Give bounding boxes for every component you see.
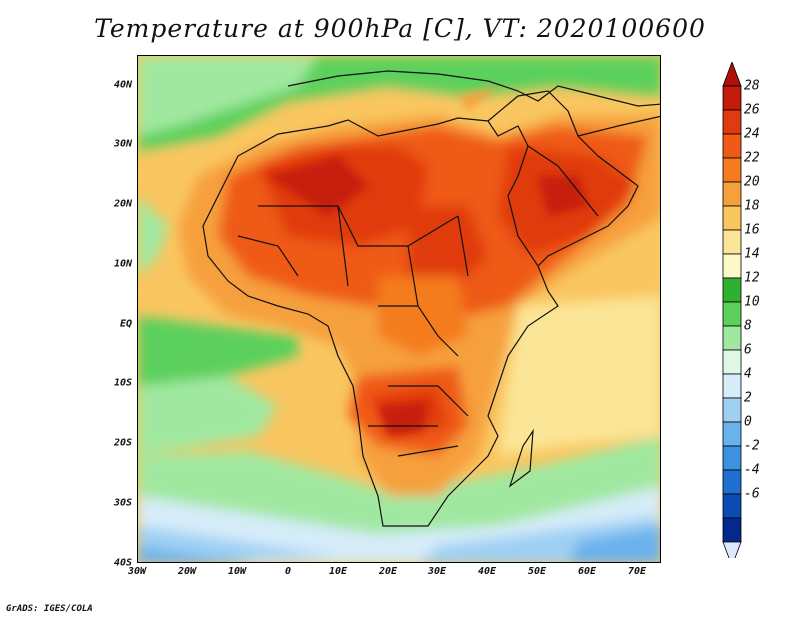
x-tick-label: 10W — [227, 566, 247, 577]
colorbar-swatch — [722, 181, 742, 207]
coastlines — [202, 70, 660, 527]
colorbar-tick-label: 18 — [744, 198, 760, 214]
colorbar-tick-label: 20 — [744, 174, 760, 190]
colorbar-swatch — [722, 373, 742, 399]
colorbar-swatch — [722, 205, 742, 231]
y-tick-label: 40N — [113, 79, 132, 91]
colorbar-tick-label: 10 — [744, 294, 760, 310]
colorbar-swatch — [722, 157, 742, 183]
colorbar-swatch — [722, 517, 742, 543]
temperature-field — [138, 56, 660, 562]
colorbar-tick-label: 6 — [744, 342, 752, 358]
x-tick-label: 30W — [127, 566, 147, 577]
y-tick-label: 10S — [113, 377, 132, 389]
colorbar-tick-label: 24 — [744, 126, 760, 142]
colorbar-tick-label: 2 — [744, 390, 752, 406]
x-tick-label: 0 — [284, 566, 292, 577]
x-tick-label: 20W — [177, 566, 197, 577]
x-tick-label: 20E — [378, 566, 398, 577]
y-tick-label: 20N — [113, 198, 132, 210]
colorbar-tick-label: 26 — [744, 102, 760, 118]
colorbar-swatch — [722, 133, 742, 159]
x-tick-label: 70E — [627, 566, 647, 577]
y-tick-label: 10N — [113, 258, 132, 270]
temperature-map — [137, 55, 661, 563]
colorbar-swatch — [722, 301, 742, 327]
colorbar-tick-label: -6 — [744, 486, 760, 502]
colorbar-tick-label: 0 — [744, 414, 752, 430]
colorbar-tick-label: 22 — [744, 150, 760, 166]
colorbar-swatch — [722, 397, 742, 423]
x-tick-label: 40E — [477, 566, 497, 577]
colorbar-tick-label: 8 — [744, 318, 752, 334]
colorbar-tick-label: 12 — [744, 270, 760, 286]
colorbar-swatch — [722, 493, 742, 519]
colorbar-swatch — [722, 445, 742, 471]
colorbar-swatch — [722, 421, 742, 447]
colorbar-swatch — [722, 85, 742, 111]
colorbar-swatch — [722, 253, 742, 279]
colorbar-tick-label: -2 — [744, 438, 760, 454]
y-tick-label: 20S — [113, 437, 132, 449]
y-tick-label: EQ — [119, 318, 132, 330]
colorbar-swatch — [722, 229, 742, 255]
colorbar — [722, 62, 742, 558]
colorbar-swatch — [722, 469, 742, 495]
y-tick-label: 40S — [113, 557, 132, 569]
colorbar-swatch — [722, 349, 742, 375]
colorbar-tick-label: -4 — [744, 462, 760, 478]
colorbar-tick-label: 28 — [744, 78, 760, 94]
colorbar-tick-label: 14 — [744, 246, 760, 262]
colorbar-tick-label: 4 — [744, 366, 752, 382]
footer-credit: GrADS: IGES/COLA — [6, 604, 93, 614]
chart-title: Temperature at 900hPa [C], VT: 202010060… — [94, 14, 706, 43]
colorbar-swatch — [722, 109, 742, 135]
colorbar-swatch — [722, 277, 742, 303]
colorbar-bottom-arrow — [722, 541, 742, 558]
x-tick-label: 50E — [527, 566, 547, 577]
x-tick-label: 30E — [427, 566, 447, 577]
colorbar-swatch — [722, 325, 742, 351]
x-tick-label: 60E — [577, 566, 597, 577]
colorbar-tick-label: 16 — [744, 222, 760, 238]
y-tick-label: 30N — [113, 138, 132, 150]
y-tick-label: 30S — [113, 497, 132, 509]
x-tick-label: 10E — [328, 566, 348, 577]
colorbar-top-arrow — [722, 62, 742, 87]
